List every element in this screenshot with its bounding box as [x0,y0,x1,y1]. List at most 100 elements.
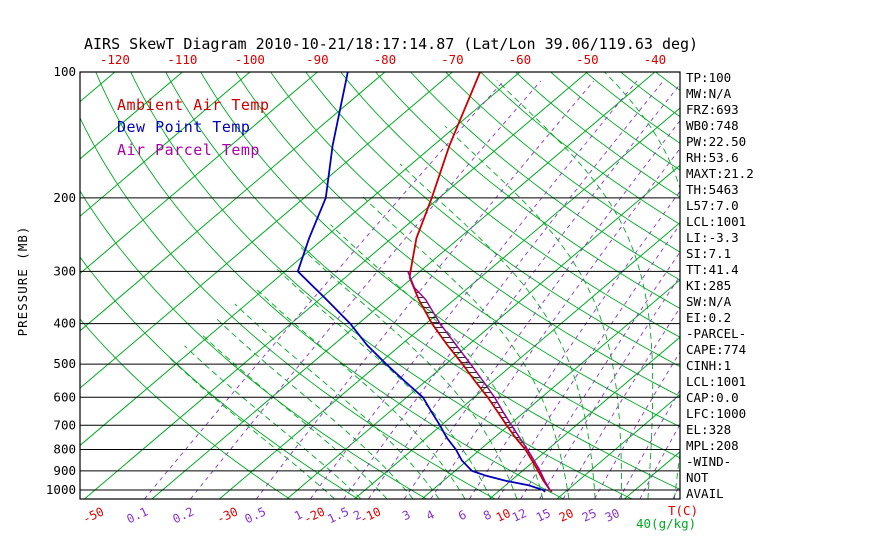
moist-adiabat [496,80,654,499]
stat-line: LCL:1001 [686,374,746,389]
mixing-unit-label: 40(g/kg) [636,516,696,531]
stat-line: CINH:1 [686,358,731,373]
isotherm [80,72,183,160]
plot-border [79,71,681,500]
top-temp-tick-label: -40 [644,52,667,67]
isotherm [80,72,386,332]
pressure-tick-label: 700 [53,417,76,432]
isotherm [80,72,453,389]
moist-adiabat [300,247,518,499]
top-temp-tick-label: -110 [167,52,197,67]
pressure-tick-labels: 100 200 300 400 500 600 700 800 900 1000 [46,64,76,497]
top-temp-tick-label: -70 [441,52,464,67]
stat-line: WB0:748 [686,118,739,133]
top-temp-tick-label: -60 [509,52,532,67]
pressure-tick-label: 500 [53,356,76,371]
stat-line: TP:100 [686,70,731,85]
stat-line: NOT [686,470,709,485]
isotherm [354,221,680,499]
mixing-ratio-label: 25 [580,506,599,525]
isotherm [286,164,680,499]
stat-line: LCL:1001 [686,214,746,229]
moist-adiabat [169,357,335,499]
sounding-curves [296,72,553,493]
legend-ambient-air-temp: Ambient Air Temp [117,96,270,114]
stat-line: MAXT:21.2 [686,166,754,181]
stat-line: AVAIL [686,486,724,501]
stat-line: EL:328 [686,422,731,437]
parcel-curve [407,271,552,492]
dry-adiabat [445,72,680,253]
stat-line: RH:53.6 [686,150,739,165]
isotherm [219,107,680,499]
mixing-ratio-line [310,80,638,499]
chart-title: AIRS SkewT Diagram 2010-10-21/18:17:14.8… [84,35,698,53]
isotherm [80,72,251,217]
mixing-ratio-line [562,306,680,499]
moist-adiabat [184,345,362,499]
top-temp-tick-label: -50 [576,52,599,67]
isotherm [84,72,588,499]
moist-adiabat [360,194,570,499]
stat-line: MW:N/A [686,86,732,101]
mixing-ratio-line [256,80,595,499]
stat-line: MPL:208 [686,438,739,453]
stats-panel: TP:100MW:N/AFRZ:693WB0:748PW:22.50RH:53.… [686,70,754,501]
dry-adiabat [480,72,680,225]
top-temperature-ticks: -120 -110 -100 -90 -80 -70 -60 -50 -40 [100,52,666,67]
pressure-tick-label: 100 [53,64,76,79]
dry-adiabat [270,72,680,397]
dry-adiabat [305,72,680,368]
dry-adiabat [95,72,564,499]
top-temp-tick-label: -90 [306,52,329,67]
temp-unit-label: T(C) [668,503,698,518]
moist-adiabat [444,125,622,499]
pressure-tick-label: 300 [53,263,76,278]
mixing-ratio-line [539,275,680,499]
legend-air-parcel-temp: Air Parcel Temp [117,141,260,159]
mixing-ratio-label: 30 [603,506,622,525]
stat-line: -WIND- [686,454,731,469]
top-temp-tick-label: -80 [374,52,397,67]
dry-adiabat [515,72,680,198]
isotherm [80,72,318,275]
mixing-ratio-label: 15 [534,506,553,525]
pressure-tick-label: 600 [53,389,76,404]
top-temp-tick-label: -120 [100,52,130,67]
stat-line: L57:7.0 [686,198,739,213]
bottom-temp-label: 10 [494,506,513,525]
pressure-tick-label: 900 [53,463,76,478]
stat-line: CAPE:774 [686,342,746,357]
dry-adiabat [80,190,427,499]
pressure-tick-label: 400 [53,316,76,331]
dry-adiabat [130,72,632,499]
pressure-axis-title: PRESSURE (MB) [15,226,30,337]
stat-line: TH:5463 [686,182,739,197]
mixing-ratio-line [368,83,680,499]
legend-dew-point-temp: Dew Point Temp [117,118,250,136]
stat-line: PW:22.50 [686,134,746,149]
stat-line: EI:0.2 [686,310,731,325]
mixing-ratio-line [144,80,504,499]
stat-line: SW:N/A [686,294,732,309]
isotherm [80,72,521,447]
stat-line: SI:7.1 [686,246,731,261]
pressure-tick-label: 800 [53,441,76,456]
ambient-curve [408,72,553,493]
dry-adiabat [340,72,680,338]
dry-adiabat [550,72,680,171]
dry-adiabat [375,72,680,309]
dry-adiabat [235,72,680,428]
stat-line: -PARCEL- [686,326,746,341]
stat-line: LI:-3.3 [686,230,739,245]
bottom-temp-label: 20 [557,506,576,525]
moist-adiabat [604,72,680,499]
mixing-ratio-line [190,80,542,499]
top-temp-tick-label: -100 [235,52,265,67]
mixing-ratio-label: 12 [510,506,529,525]
dewpoint-curve [296,72,546,493]
pressure-tick-label: 1000 [46,482,76,497]
